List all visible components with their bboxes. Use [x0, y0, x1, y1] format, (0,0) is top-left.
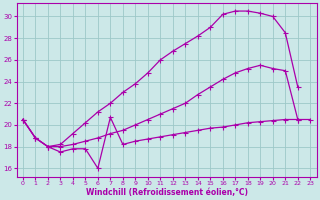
- X-axis label: Windchill (Refroidissement éolien,°C): Windchill (Refroidissement éolien,°C): [85, 188, 248, 197]
